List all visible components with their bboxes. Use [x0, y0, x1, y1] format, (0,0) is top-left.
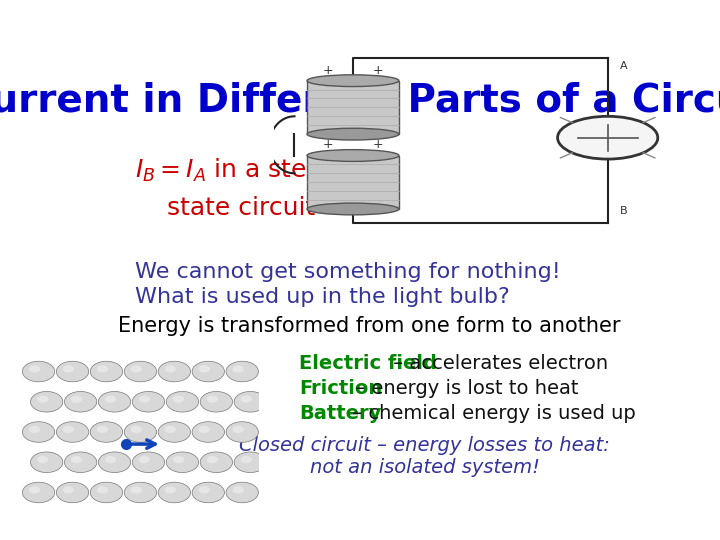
Circle shape — [158, 422, 191, 442]
Text: A: A — [620, 61, 628, 71]
Text: – accelerates electron: – accelerates electron — [387, 354, 608, 373]
Circle shape — [199, 366, 210, 373]
Circle shape — [199, 426, 210, 433]
Text: Closed circuit – energy losses to heat:: Closed circuit – energy losses to heat: — [239, 436, 611, 455]
Circle shape — [131, 487, 142, 494]
Circle shape — [192, 422, 225, 442]
Circle shape — [125, 422, 156, 442]
Text: +: + — [373, 138, 383, 151]
Circle shape — [226, 482, 258, 503]
Circle shape — [207, 456, 218, 463]
Circle shape — [96, 487, 108, 494]
Circle shape — [96, 426, 108, 433]
Circle shape — [132, 392, 165, 412]
Text: We cannot get something for nothing!: We cannot get something for nothing! — [135, 262, 560, 282]
Text: Electric field: Electric field — [300, 354, 437, 373]
Circle shape — [557, 116, 658, 159]
Circle shape — [192, 361, 225, 382]
Circle shape — [99, 452, 131, 472]
Circle shape — [22, 422, 55, 442]
Text: Current in Different Parts of a Circuit: Current in Different Parts of a Circuit — [0, 82, 720, 119]
Circle shape — [207, 396, 218, 403]
Circle shape — [96, 366, 108, 373]
Circle shape — [165, 426, 176, 433]
Text: +: + — [373, 64, 383, 77]
Circle shape — [234, 452, 266, 472]
Circle shape — [29, 366, 40, 373]
Circle shape — [233, 487, 244, 494]
Circle shape — [158, 361, 191, 382]
Circle shape — [90, 482, 122, 503]
Circle shape — [64, 452, 96, 472]
Circle shape — [37, 456, 48, 463]
Circle shape — [234, 392, 266, 412]
Text: Friction: Friction — [300, 379, 382, 398]
Circle shape — [22, 482, 55, 503]
Circle shape — [56, 482, 89, 503]
Circle shape — [166, 392, 199, 412]
Circle shape — [29, 426, 40, 433]
Circle shape — [56, 361, 89, 382]
Text: What is used up in the light bulb?: What is used up in the light bulb? — [135, 287, 509, 307]
Circle shape — [22, 361, 55, 382]
Circle shape — [64, 392, 96, 412]
Circle shape — [125, 361, 156, 382]
Circle shape — [131, 426, 142, 433]
Circle shape — [139, 456, 150, 463]
Circle shape — [240, 396, 252, 403]
Circle shape — [99, 392, 131, 412]
Bar — [307, 80, 399, 134]
Text: Energy is transformed from one form to another: Energy is transformed from one form to a… — [118, 316, 620, 336]
Circle shape — [63, 366, 74, 373]
Text: $I_B = I_A$ in a steady
    state circuit: $I_B = I_A$ in a steady state circuit — [135, 156, 353, 220]
Circle shape — [30, 392, 63, 412]
Circle shape — [192, 482, 225, 503]
Circle shape — [29, 487, 40, 494]
Text: – energy is lost to heat: – energy is lost to heat — [349, 379, 579, 398]
Circle shape — [158, 482, 191, 503]
Circle shape — [233, 366, 244, 373]
Circle shape — [199, 487, 210, 494]
Circle shape — [71, 456, 82, 463]
Circle shape — [166, 452, 199, 472]
Text: – chemical energy is used up: – chemical energy is used up — [346, 404, 635, 423]
Circle shape — [200, 452, 233, 472]
Circle shape — [131, 366, 142, 373]
Ellipse shape — [307, 75, 399, 86]
Circle shape — [63, 487, 74, 494]
Ellipse shape — [307, 129, 399, 140]
Circle shape — [173, 456, 184, 463]
Circle shape — [240, 456, 252, 463]
Ellipse shape — [307, 150, 399, 161]
Circle shape — [63, 426, 74, 433]
Text: +: + — [323, 138, 333, 151]
Circle shape — [37, 396, 48, 403]
Circle shape — [226, 361, 258, 382]
Circle shape — [30, 452, 63, 472]
Circle shape — [173, 396, 184, 403]
Circle shape — [226, 422, 258, 442]
Circle shape — [200, 392, 233, 412]
Circle shape — [165, 366, 176, 373]
Ellipse shape — [307, 203, 399, 215]
Circle shape — [139, 396, 150, 403]
Circle shape — [125, 482, 156, 503]
Text: B: B — [620, 206, 628, 216]
Circle shape — [132, 452, 165, 472]
Circle shape — [90, 361, 122, 382]
Circle shape — [105, 396, 116, 403]
Text: Battery: Battery — [300, 404, 382, 423]
Text: not an isolated system!: not an isolated system! — [310, 458, 540, 477]
Circle shape — [71, 396, 82, 403]
Circle shape — [56, 422, 89, 442]
Text: +: + — [323, 64, 333, 77]
Circle shape — [90, 422, 122, 442]
Bar — [307, 156, 399, 209]
Circle shape — [165, 487, 176, 494]
Circle shape — [233, 426, 244, 433]
Circle shape — [105, 456, 116, 463]
